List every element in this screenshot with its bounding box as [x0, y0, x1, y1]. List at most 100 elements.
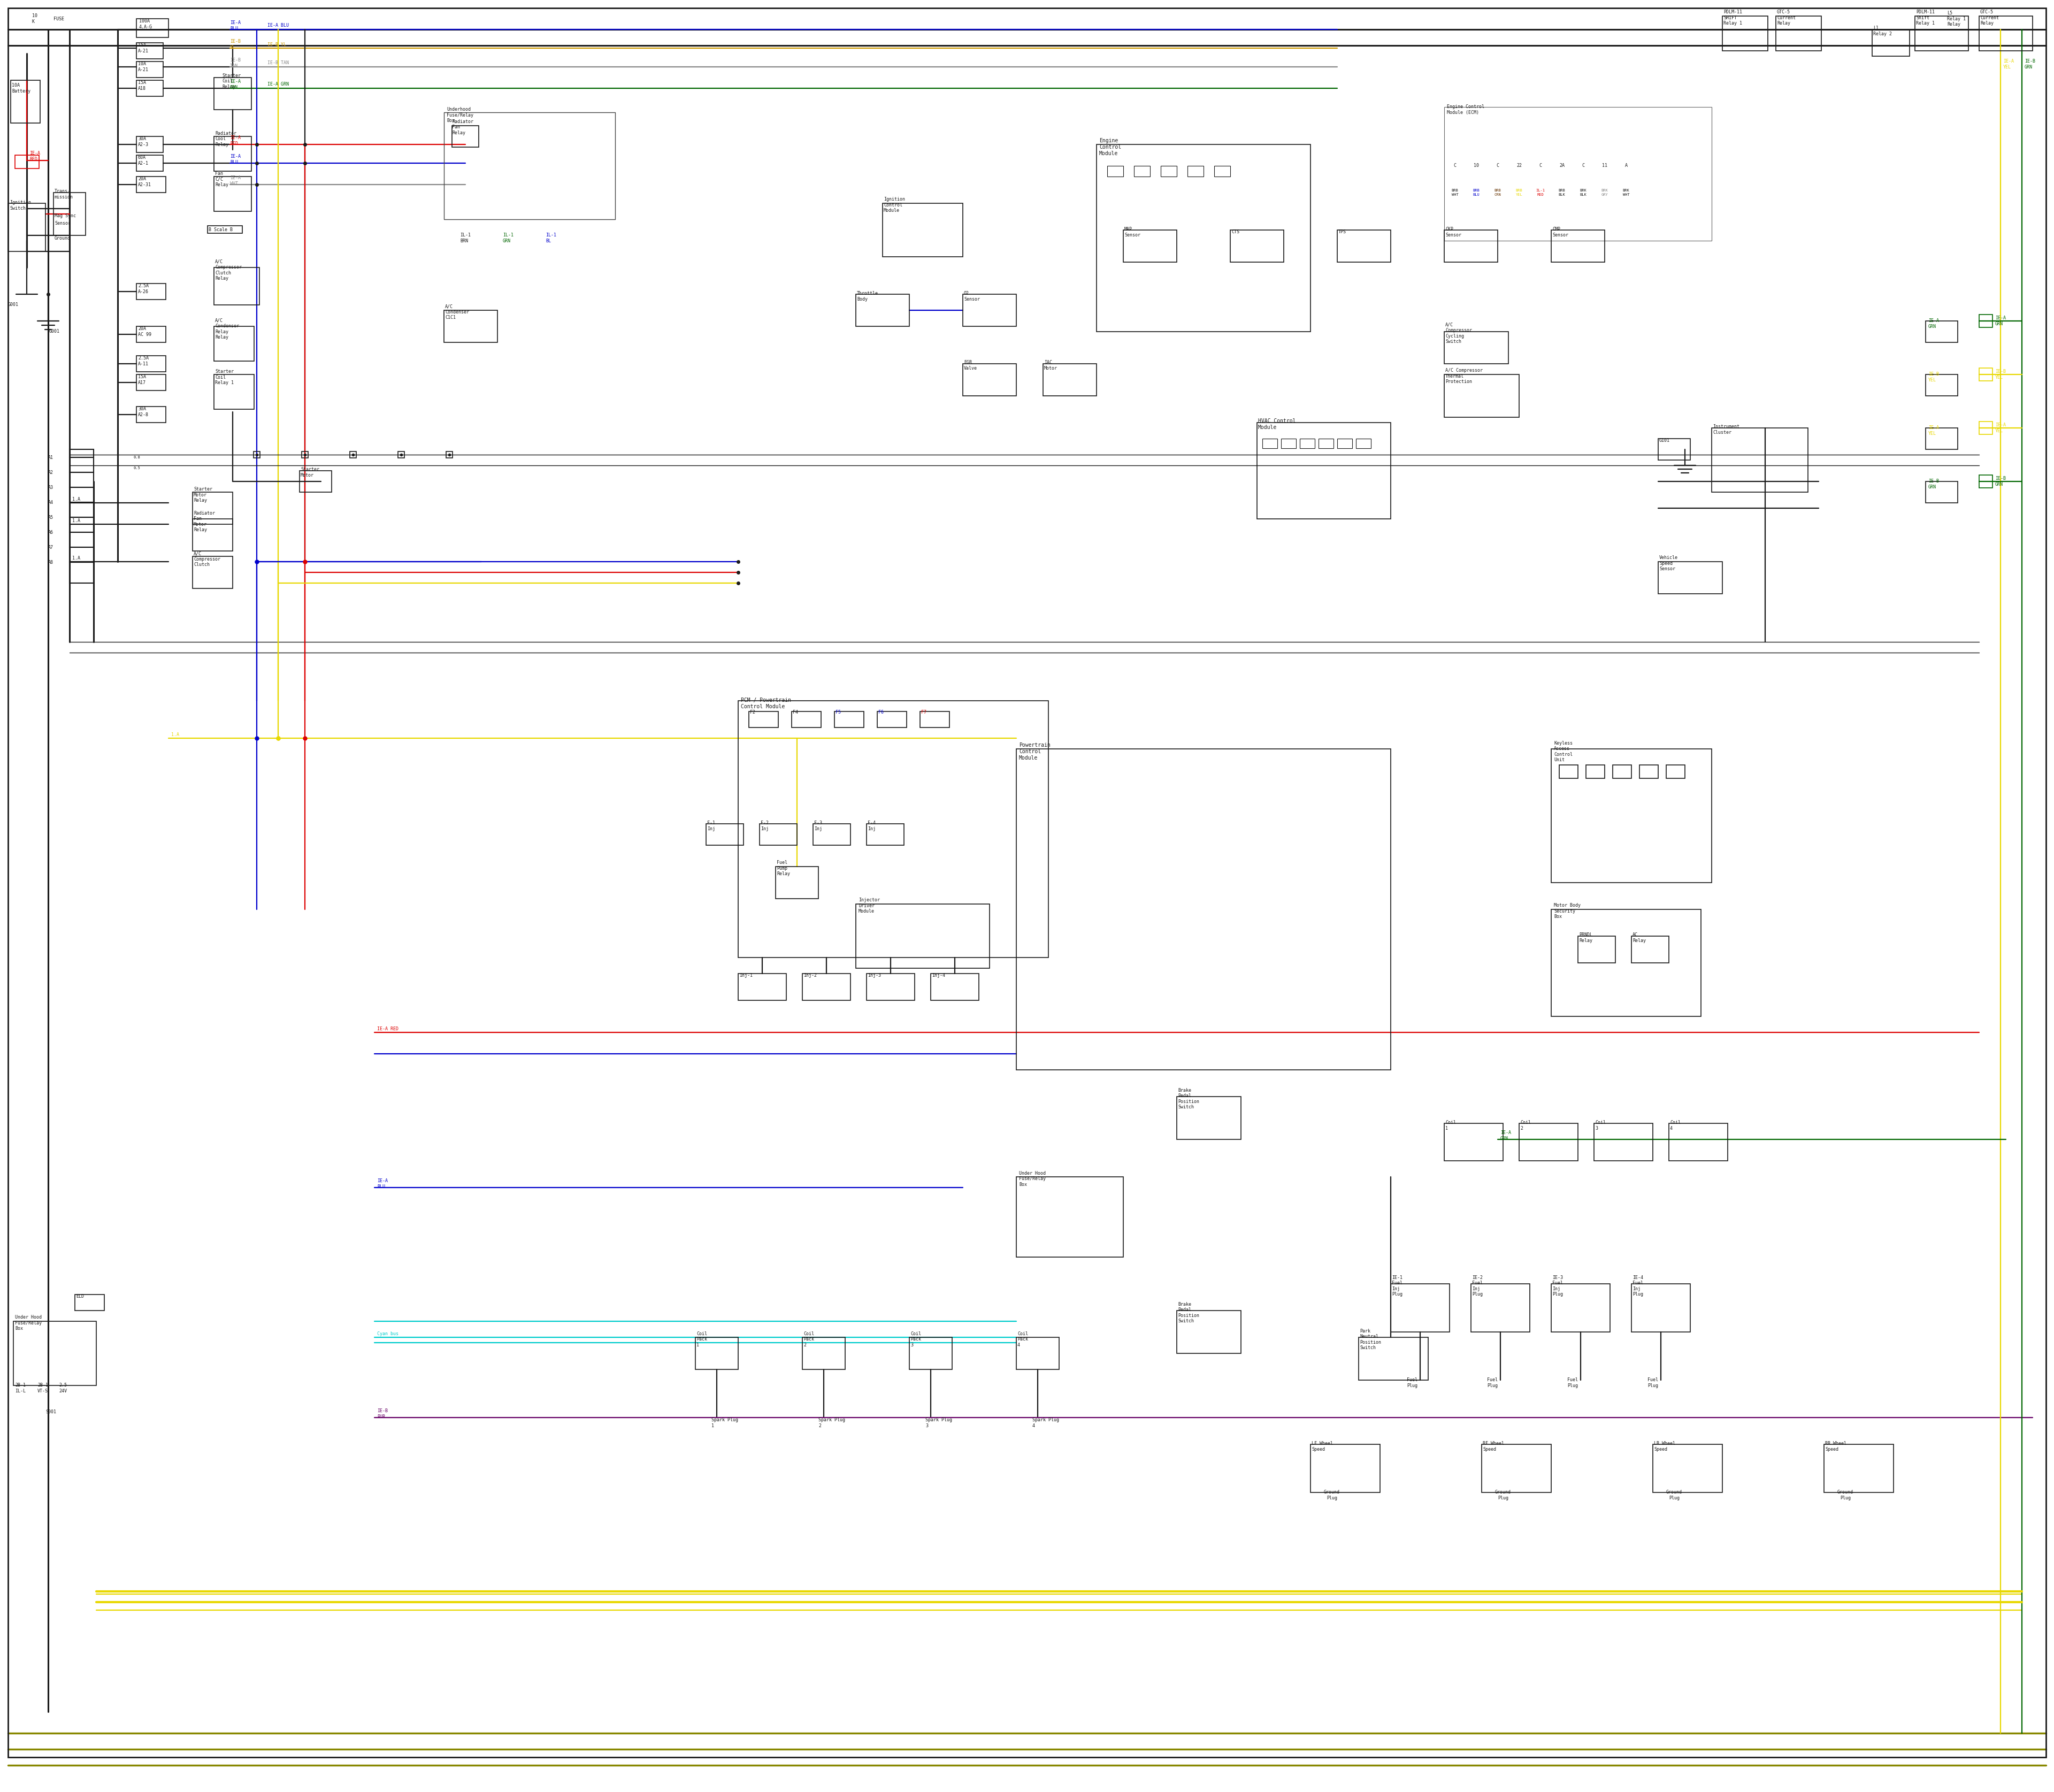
Bar: [930, 973, 980, 1000]
Text: Throttle
Body: Throttle Body: [857, 290, 879, 301]
Bar: [1980, 16, 2033, 50]
Text: Starter
Coil
Relay: Starter Coil Relay: [222, 73, 240, 90]
Bar: [803, 973, 850, 1000]
Text: IE-A
GRN: IE-A GRN: [1499, 1131, 1512, 1142]
Bar: [214, 177, 251, 211]
Text: Engine Control
Module (ECM): Engine Control Module (ECM): [1446, 104, 1485, 115]
Text: Fuel
Plug: Fuel Plug: [1487, 1378, 1497, 1389]
Text: Inj-4: Inj-4: [933, 973, 945, 978]
Text: CTS: CTS: [1230, 229, 1239, 235]
Bar: [1612, 765, 1631, 778]
Text: 10: 10: [1473, 163, 1479, 168]
Text: IE-A
WHT: IE-A WHT: [230, 176, 240, 186]
Bar: [1356, 439, 1370, 448]
Bar: [136, 326, 166, 342]
Text: F-2
Inj: F-2 Inj: [760, 821, 768, 831]
Text: IE-A
RED: IE-A RED: [230, 136, 240, 145]
Bar: [302, 452, 308, 459]
Text: C: C: [1538, 163, 1543, 168]
Text: Spark Plug
2: Spark Plug 2: [817, 1417, 844, 1428]
Text: PRNDL
Relay: PRNDL Relay: [1580, 932, 1592, 943]
Bar: [444, 310, 497, 342]
Text: Sensor: Sensor: [55, 220, 70, 226]
Text: IE-1
Fuel
Inj
Plug: IE-1 Fuel Inj Plug: [1393, 1276, 1403, 1297]
Bar: [707, 824, 744, 846]
Text: Spark Plug
4: Spark Plug 4: [1033, 1417, 1060, 1428]
Bar: [136, 61, 162, 77]
Text: F-3
Inj: F-3 Inj: [813, 821, 822, 831]
Text: IE-A
RED: IE-A RED: [29, 151, 41, 161]
Text: 15A
A17: 15A A17: [138, 375, 146, 385]
Text: Park
Neutral
Position
Switch: Park Neutral Position Switch: [1360, 1328, 1380, 1349]
Text: 2.5A
A-26: 2.5A A-26: [138, 283, 148, 294]
Text: BRB
CRN: BRB CRN: [1495, 190, 1501, 195]
Text: A1: A1: [47, 455, 53, 461]
Text: IE-A
GRN: IE-A GRN: [1929, 319, 1939, 328]
Text: IE-B
YEL: IE-B YEL: [1929, 373, 1939, 382]
Bar: [136, 407, 166, 423]
Text: PDLM-11
Shift
Relay 1: PDLM-11 Shift Relay 1: [1916, 9, 1935, 25]
Text: PDLM-11
SHIFT
Relay 1: PDLM-11 SHIFT Relay 1: [1723, 9, 1742, 25]
Bar: [1914, 16, 1968, 50]
Bar: [193, 556, 232, 588]
Text: F-1
Inj: F-1 Inj: [707, 821, 715, 831]
Bar: [1927, 321, 1957, 342]
Text: Ignition
Control
Module: Ignition Control Module: [883, 197, 906, 213]
Bar: [803, 1337, 844, 1369]
Text: A/C
Condenser
Relay
Relay: A/C Condenser Relay Relay: [216, 319, 238, 340]
Text: IE-A
BLU: IE-A BLU: [230, 154, 240, 165]
Bar: [1551, 1283, 1610, 1331]
Text: Inj-2: Inj-2: [803, 973, 817, 978]
Text: MAP
Sensor: MAP Sensor: [1124, 228, 1140, 237]
Bar: [1481, 1444, 1551, 1493]
Text: PCM / Powertrain
Control Module: PCM / Powertrain Control Module: [741, 697, 791, 710]
Text: 1.A: 1.A: [170, 733, 179, 737]
Bar: [1711, 428, 1808, 493]
Bar: [1017, 1177, 1124, 1256]
Text: Coil
1: Coil 1: [1446, 1120, 1456, 1131]
Bar: [1337, 229, 1391, 262]
Text: Vehicle
Speed
Sensor: Vehicle Speed Sensor: [1660, 556, 1678, 572]
Bar: [193, 493, 232, 525]
Text: Ground
Plug: Ground Plug: [1666, 1489, 1682, 1500]
Text: IAC
Motor: IAC Motor: [1043, 360, 1058, 371]
Text: LF Wheel
Speed: LF Wheel Speed: [1313, 1441, 1333, 1452]
Text: BRB
WHT: BRB WHT: [1452, 190, 1458, 195]
Text: IL-1
BL: IL-1 BL: [546, 233, 557, 244]
Bar: [1577, 935, 1614, 962]
Bar: [1658, 561, 1723, 593]
Text: Coil
3: Coil 3: [1596, 1120, 1606, 1131]
Text: A/C
Compressor
Cycling
Switch: A/C Compressor Cycling Switch: [1446, 323, 1473, 344]
Bar: [1551, 229, 1604, 262]
Text: Ground
Plug: Ground Plug: [1838, 1489, 1853, 1500]
Bar: [207, 226, 242, 233]
Bar: [1263, 439, 1278, 448]
Bar: [136, 81, 162, 97]
Text: RF Wheel
Speed: RF Wheel Speed: [1483, 1441, 1504, 1452]
Bar: [1551, 749, 1711, 883]
Bar: [1980, 475, 1992, 487]
Bar: [1927, 482, 1957, 504]
Text: 30A
A2-8: 30A A2-8: [138, 407, 148, 418]
Text: A8: A8: [47, 559, 53, 564]
Bar: [136, 136, 162, 152]
Text: IE-A
GRN: IE-A GRN: [230, 79, 240, 90]
Text: IE-A
YEL: IE-A YEL: [1994, 423, 2007, 434]
Text: Underhood
Fuse/Relay
Box: Underhood Fuse/Relay Box: [446, 108, 472, 124]
Bar: [136, 283, 166, 299]
Text: A/C
Compressor
Clutch
Relay: A/C Compressor Clutch Relay: [216, 260, 242, 281]
Text: Brake
Pedal
Position
Switch: Brake Pedal Position Switch: [1177, 1303, 1200, 1324]
Text: F6: F6: [879, 710, 883, 715]
Text: 1.A: 1.A: [72, 496, 80, 502]
Text: Radiator
Fan
Motor
Relay: Radiator Fan Motor Relay: [193, 511, 216, 532]
Text: IL-1
GRN: IL-1 GRN: [503, 233, 514, 244]
Text: IE-B
GRN: IE-B GRN: [1994, 477, 2007, 487]
Bar: [1017, 1337, 1060, 1369]
Text: 30A
A2-3: 30A A2-3: [138, 136, 148, 147]
Bar: [791, 711, 822, 728]
Bar: [1134, 167, 1150, 177]
Text: G101: G101: [1660, 437, 1670, 443]
Bar: [776, 867, 817, 898]
Text: Coil
Pack
3: Coil Pack 3: [910, 1331, 920, 1348]
Bar: [1319, 439, 1333, 448]
